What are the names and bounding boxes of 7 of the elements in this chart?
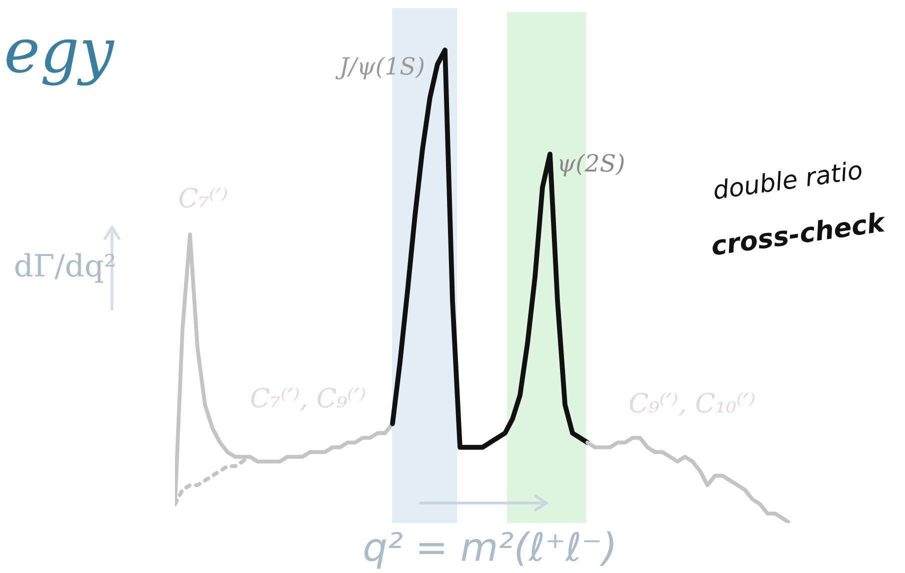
annotation: cross-check <box>710 211 887 256</box>
annotation: J/ψ(1S) <box>335 56 424 80</box>
y-axis-title: dΓ/dq² <box>15 253 114 283</box>
annotation: ψ(2S) <box>560 154 624 176</box>
annotation: double ratio <box>712 160 863 200</box>
x-axis-title: q² = m²(ℓ⁺ℓ⁻) <box>364 531 614 569</box>
chart-title: egy <box>6 39 114 86</box>
